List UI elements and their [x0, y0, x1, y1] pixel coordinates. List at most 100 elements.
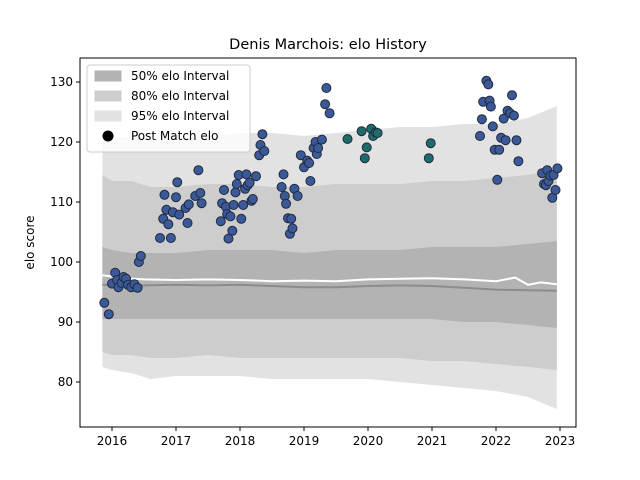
x-tick-label: 2018 — [225, 434, 256, 448]
data-point — [172, 177, 183, 188]
data-point — [475, 131, 485, 141]
data-point — [238, 200, 249, 210]
data-point — [281, 198, 292, 209]
x-tick-label: 2023 — [545, 434, 576, 448]
data-point — [236, 213, 247, 224]
data-point — [231, 179, 242, 189]
data-point — [372, 128, 383, 138]
data-point — [494, 144, 505, 155]
x-tick-label: 2020 — [353, 434, 384, 448]
legend-frame — [86, 64, 251, 153]
data-point — [155, 233, 165, 243]
data-point — [276, 182, 287, 192]
data-point — [483, 79, 494, 90]
data-point — [552, 163, 563, 174]
data-point — [361, 142, 372, 153]
x-tick-label: 2021 — [417, 434, 448, 448]
x-tick-label: 2016 — [97, 434, 128, 448]
y-tick-label: 110 — [50, 195, 73, 209]
x-tick-label: 2017 — [161, 434, 192, 448]
legend-label: Post Match elo — [131, 129, 218, 143]
plot-area: 2016 2017 2018 2019 2020 2021 2022 2023 80 90 100 1… — [50, 57, 577, 448]
legend: 50% elo Interval 80% elo Interval 95% elo … — [86, 64, 251, 153]
data-point — [171, 192, 181, 203]
data-point — [174, 209, 185, 220]
data-point — [313, 143, 324, 153]
y-tick-label: 120 — [50, 135, 73, 149]
axes-frame — [79, 57, 577, 428]
data-point — [305, 176, 316, 186]
data-point — [223, 233, 234, 244]
y-tick-label: 100 — [50, 255, 73, 269]
legend-label: 95% elo Interval — [131, 109, 229, 123]
data-point — [485, 101, 496, 112]
data-point — [99, 297, 110, 308]
y-tick-label: 130 — [50, 75, 73, 89]
data-point — [165, 233, 176, 243]
data-point — [550, 185, 561, 195]
data-point — [251, 171, 261, 182]
legend-swatch — [94, 90, 122, 102]
data-point — [163, 219, 174, 230]
data-point — [247, 194, 258, 204]
y-axis-label: elo score — [23, 215, 37, 269]
data-point — [257, 129, 268, 140]
data-point — [425, 138, 436, 149]
data-point — [292, 191, 303, 201]
data-point — [321, 83, 332, 93]
data-point — [316, 134, 327, 145]
data-point — [423, 153, 434, 164]
legend-label: 80% elo Interval — [131, 89, 229, 103]
data-point — [304, 158, 315, 168]
median-line — [102, 283, 557, 292]
legend-label: 50% elo Interval — [131, 69, 229, 83]
data-point — [500, 135, 511, 146]
data-point — [492, 174, 503, 185]
data-point — [278, 169, 289, 180]
data-point — [196, 198, 207, 209]
x-tick-label: 2022 — [481, 434, 512, 448]
data-point — [487, 121, 498, 132]
data-point — [230, 187, 241, 198]
data-point — [356, 126, 367, 137]
data-point — [295, 150, 306, 161]
data-point — [193, 165, 204, 176]
data-point — [259, 146, 270, 156]
data-point — [507, 90, 517, 101]
data-point — [219, 185, 229, 195]
data-point — [215, 216, 226, 227]
data-point — [359, 153, 370, 164]
data-point — [511, 135, 522, 146]
data-point — [287, 223, 298, 234]
legend-swatch — [94, 70, 122, 82]
data-point — [244, 177, 255, 188]
data-point — [513, 156, 524, 167]
data-point — [508, 110, 519, 121]
y-tick-label: 90 — [58, 315, 73, 329]
data-point — [227, 225, 238, 236]
data-point — [159, 189, 170, 200]
data-point — [286, 213, 297, 224]
legend-swatch — [94, 110, 122, 122]
data-point — [476, 114, 487, 125]
data-point — [324, 108, 335, 119]
legend-marker — [102, 130, 114, 142]
x-tick-label: 2019 — [289, 434, 320, 448]
data-point — [103, 309, 114, 320]
data-point — [183, 199, 194, 210]
chart-title: Denis Marchois: elo History — [229, 37, 427, 53]
y-tick-label: 80 — [58, 375, 73, 389]
data-point — [182, 218, 193, 228]
data-point — [135, 251, 146, 261]
data-point — [498, 113, 509, 124]
data-point — [241, 169, 252, 180]
data-point — [320, 99, 331, 110]
data-point — [228, 200, 239, 210]
data-point — [132, 282, 143, 293]
mean-line — [102, 274, 557, 286]
data-point — [342, 134, 353, 144]
data-point — [225, 211, 236, 222]
band-50 — [102, 241, 557, 328]
data-point — [195, 188, 206, 198]
